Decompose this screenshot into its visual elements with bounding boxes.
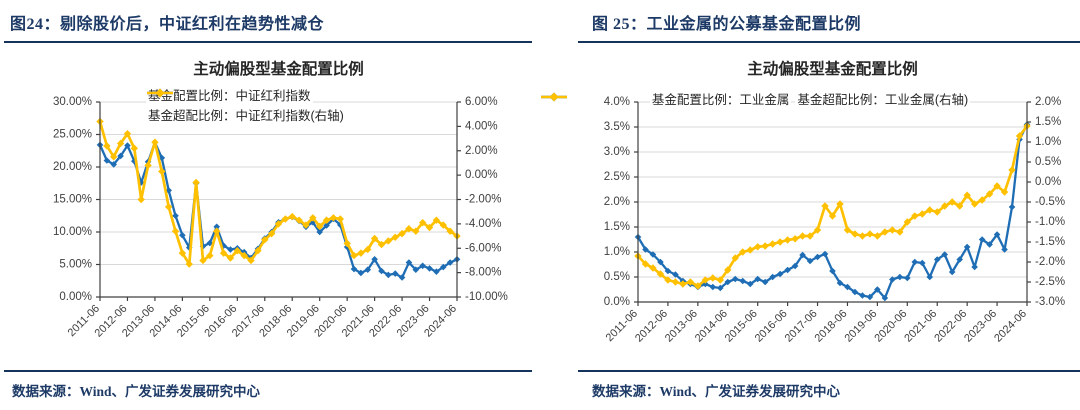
allocation-series-line [96, 139, 461, 281]
figure-24-source-row: 数据来源：Wind、广发证券发展研究中心 [4, 370, 532, 406]
legend-label: 基金配置比例：中证红利指数 [148, 89, 311, 103]
line-diamond-marker-icon [147, 88, 173, 98]
legend-item-allocation: 基金配置比例：工业金属 [541, 92, 792, 109]
gridlines [100, 101, 457, 298]
svg-text:-3.0%: -3.0% [1035, 296, 1065, 308]
right-axis-labels: 2.0% 1.5% 1.0% 0.5% 0.0% -0.5% -1.0% -1.5% -2.0%… [1035, 96, 1065, 308]
figure-25-source-row: 数据来源：Wind、广发证券发展研究中心 [578, 370, 1080, 406]
svg-text:0.00%: 0.00% [59, 291, 92, 303]
legend-item-allocation: 基金配置比例：中证红利指数 [146, 88, 313, 105]
figure-24-title: 图24：剔除股价后，中证红利在趋势性减仓 [10, 16, 325, 33]
svg-text:-2.00%: -2.00% [465, 194, 501, 206]
legend-label: 基金超配比例：工业金属(右轴) [797, 93, 969, 107]
data-point-markers [634, 122, 1031, 290]
figure-24-panel: 图24：剔除股价后，中证红利在趋势性减仓 30.00% 25.00% 20.00% 1… [0, 6, 540, 406]
figure-25-title: 图 25：工业金属的公募基金配置比例 [592, 16, 862, 33]
svg-text:-8.00%: -8.00% [465, 267, 501, 279]
source-text: 数据来源：Wind、广发证券发展研究中心 [12, 384, 261, 399]
svg-text:2.00%: 2.00% [465, 145, 498, 157]
svg-text:-2.5%: -2.5% [1035, 276, 1065, 288]
svg-text:4.00%: 4.00% [465, 120, 498, 132]
figure-25-panel: 图 25：工业金属的公募基金配置比例 4.0% 3.5% 3.0% 2.5% 2.0% 1… [540, 0, 1080, 410]
svg-text:15.00%: 15.00% [53, 194, 92, 206]
svg-text:1.5%: 1.5% [604, 221, 630, 233]
svg-text:3.0%: 3.0% [604, 146, 630, 158]
figure-24-legend: 基金配置比例：中证红利指数 基金超配比例：中证红利指数(右轴) [146, 88, 346, 125]
svg-text:0.0%: 0.0% [604, 296, 630, 308]
svg-text:-4.00%: -4.00% [465, 218, 501, 230]
figure-25-chart-area: 4.0% 3.5% 3.0% 2.5% 2.0% 1.5% 1.0% 0.5% 0.0% 2.0%… [540, 42, 1080, 372]
svg-text:4.0%: 4.0% [604, 96, 630, 108]
figure-25-legend: 基金配置比例：工业金属 基金超配比例：工业金属(右轴) [540, 92, 1080, 109]
data-point-markers [634, 121, 1031, 302]
legend-label: 基金超配比例：中证红利指数(右轴) [148, 109, 344, 123]
svg-text:0.5%: 0.5% [604, 271, 630, 283]
svg-text:-2.0%: -2.0% [1035, 256, 1065, 268]
svg-text:25.00%: 25.00% [53, 129, 92, 141]
svg-text:3.5%: 3.5% [604, 121, 630, 133]
svg-text:1.0%: 1.0% [1035, 136, 1061, 148]
axes [96, 101, 461, 301]
figure-24-header-row: 图24：剔除股价后，中证红利在趋势性减仓 [4, 6, 532, 43]
svg-text:20.00%: 20.00% [53, 161, 92, 173]
allocation-series-line [634, 121, 1031, 302]
source-text: 数据来源：Wind、广发证券发展研究中心 [592, 384, 841, 399]
svg-text:1.0%: 1.0% [604, 246, 630, 258]
svg-text:2.0%: 2.0% [604, 196, 630, 208]
legend-label: 基金配置比例：工业金属 [651, 93, 790, 107]
svg-text:-6.00%: -6.00% [465, 242, 501, 254]
figure-25-header-row: 图 25：工业金属的公募基金配置比例 [578, 6, 1080, 43]
figure-24-chart: 30.00% 25.00% 20.00% 15.00% 10.00% 5.00% 0.00%… [53, 59, 508, 340]
chart-title: 主动偏股型基金配置比例 [747, 59, 918, 78]
svg-text:1.5%: 1.5% [1035, 116, 1061, 128]
svg-text:10.00%: 10.00% [53, 226, 92, 238]
svg-text:-10.00%: -10.00% [465, 291, 508, 303]
legend-item-overweight: 基金超配比例：中证红利指数(右轴) [146, 88, 346, 125]
overweight-series-line [634, 122, 1031, 290]
x-axis-labels: 2011-062012-062013-062014-062015-062016-… [66, 303, 459, 340]
svg-text:-1.5%: -1.5% [1035, 236, 1065, 248]
chart-title: 主动偏股型基金配置比例 [193, 59, 364, 78]
x-axis-labels: 2011-062012-062013-062014-062015-062016-… [604, 308, 1029, 345]
right-axis-labels: 6.00% 4.00% 2.00% 0.00% -2.00% -4.00% -6.00% -8… [465, 96, 508, 303]
svg-text:2.0%: 2.0% [1035, 96, 1061, 108]
svg-text:6.00%: 6.00% [465, 96, 498, 108]
svg-text:5.00%: 5.00% [59, 259, 92, 271]
data-point-markers [96, 117, 461, 268]
left-axis-labels: 30.00% 25.00% 20.00% 15.00% 10.00% 5.00% 0.00% [53, 96, 92, 303]
svg-text:0.00%: 0.00% [465, 169, 498, 181]
svg-text:-1.0%: -1.0% [1035, 216, 1065, 228]
legend-item-overweight: 基金超配比例：工业金属(右轴) [541, 92, 971, 109]
svg-text:-0.5%: -0.5% [1035, 196, 1065, 208]
svg-text:0.0%: 0.0% [1035, 176, 1061, 188]
line-diamond-marker-icon [541, 92, 567, 102]
figure-25-chart: 4.0%3.5%3.0%2.5%2.0%1.5%1.0%0.5%0.0%2.0%… [604, 59, 1065, 345]
svg-text:0.5%: 0.5% [1035, 156, 1061, 168]
data-point-markers [96, 139, 461, 281]
left-axis-labels: 4.0% 3.5% 3.0% 2.5% 2.0% 1.5% 1.0% 0.5% 0.0% [604, 96, 630, 308]
axes [634, 101, 1031, 306]
figure-24-chart-area: 30.00% 25.00% 20.00% 15.00% 10.00% 5.00% 0.00%… [0, 42, 540, 372]
svg-text:2024-06: 2024-06 [992, 308, 1029, 345]
overweight-series-line [96, 117, 461, 268]
svg-text:30.00%: 30.00% [53, 96, 92, 108]
svg-text:2.5%: 2.5% [604, 171, 630, 183]
